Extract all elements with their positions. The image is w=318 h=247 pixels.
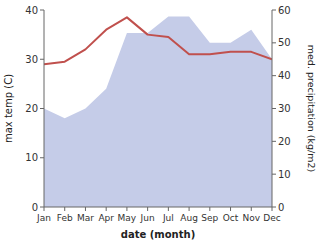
y2-tick — [272, 10, 276, 11]
y-tick — [40, 207, 44, 208]
y2-tick-label: 60 — [278, 5, 291, 16]
y-axis-label: max temp (C) — [3, 74, 14, 143]
x-tick — [168, 207, 169, 211]
x-axis-label: date (month) — [121, 229, 195, 240]
y-tick — [40, 59, 44, 60]
y2-tick-label: 50 — [278, 37, 291, 48]
x-tick — [85, 207, 86, 211]
x-tick-label: Apr — [98, 213, 114, 223]
x-tick — [209, 207, 210, 211]
x-tick-label: Sep — [201, 213, 218, 223]
y2-tick — [272, 174, 276, 175]
y2-tick-label: 10 — [278, 169, 291, 180]
y2-tick-label: 40 — [278, 70, 291, 81]
x-tick — [106, 207, 107, 211]
x-tick — [44, 207, 45, 211]
y2-tick — [272, 141, 276, 142]
temperature-line — [44, 17, 272, 64]
y-tick-label: 30 — [25, 54, 38, 65]
y2-tick — [272, 75, 276, 76]
x-tick-label: Aug — [180, 213, 198, 223]
y-tick — [40, 157, 44, 158]
x-tick — [230, 207, 231, 211]
chart: JanFebMarAprMayJunJulAugSepOctNovDec0102… — [0, 0, 318, 247]
precipitation-area — [44, 17, 272, 207]
x-tick — [189, 207, 190, 211]
x-tick — [147, 207, 148, 211]
y2-tick — [272, 207, 276, 208]
x-tick-label: Jun — [140, 213, 155, 223]
x-tick-label: Mar — [77, 213, 94, 223]
x-tick — [272, 207, 273, 211]
x-tick-label: May — [118, 213, 137, 223]
x-tick-label: Oct — [223, 213, 239, 223]
y2-axis-label: med. precipitation (kg/m2) — [306, 45, 317, 172]
y-tick-label: 10 — [25, 152, 38, 163]
x-tick — [126, 207, 127, 211]
y-tick — [40, 108, 44, 109]
x-tick-label: Dec — [263, 213, 280, 223]
x-tick-label: Jan — [36, 213, 51, 223]
y-tick-label: 0 — [32, 202, 38, 213]
y2-tick-label: 30 — [278, 103, 291, 114]
y2-tick-label: 20 — [278, 136, 291, 147]
y-tick-label: 40 — [25, 5, 38, 16]
y2-tick — [272, 108, 276, 109]
plot-marks — [44, 17, 272, 207]
y-tick — [40, 10, 44, 11]
y2-tick — [272, 42, 276, 43]
x-tick — [64, 207, 65, 211]
y2-tick-label: 0 — [278, 202, 284, 213]
x-tick-label: Jul — [162, 213, 174, 223]
x-tick-label: Nov — [242, 213, 260, 223]
x-tick-label: Feb — [57, 213, 73, 223]
y-tick-label: 20 — [25, 103, 38, 114]
x-axis-line — [44, 207, 272, 208]
x-tick — [251, 207, 252, 211]
